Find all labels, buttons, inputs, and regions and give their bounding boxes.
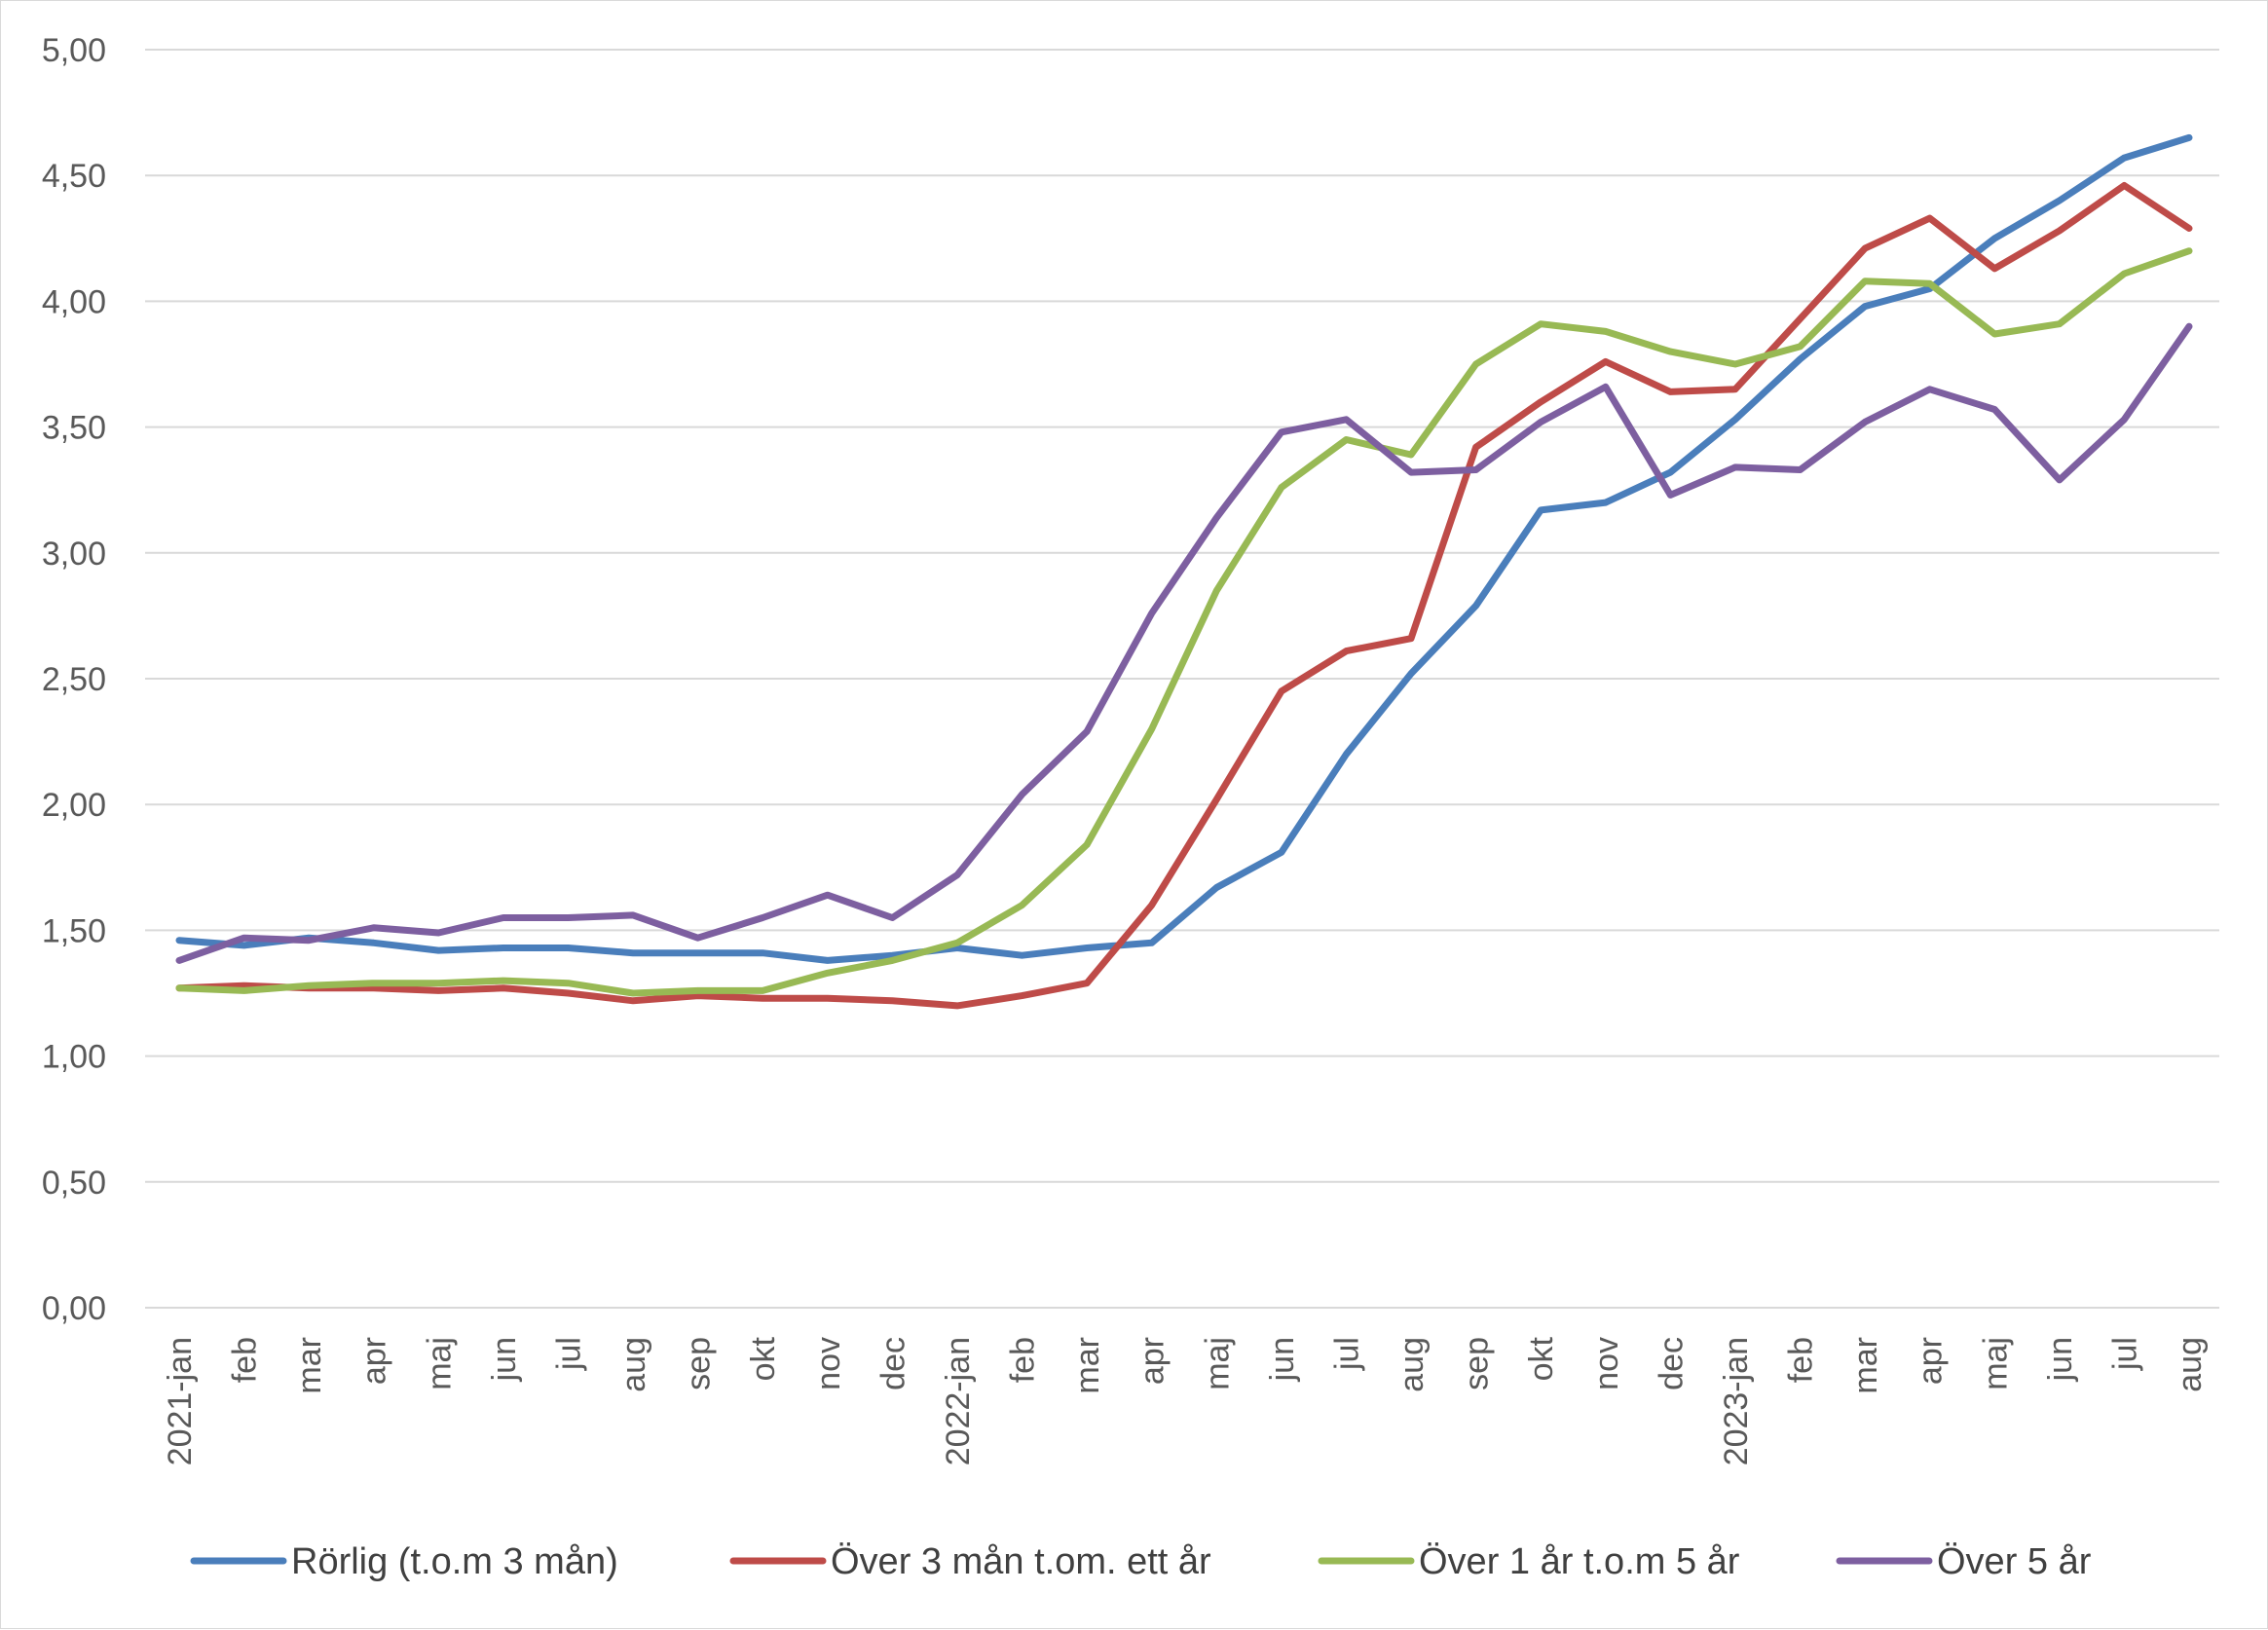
x-tick-label: 2023-jan <box>1718 1337 1755 1465</box>
x-tick-label: mar <box>291 1337 328 1394</box>
x-axis-ticks: 2021-jan feb mar apr maj jun jul aug sep okt nov de… <box>162 1336 2209 1465</box>
x-tick-label: feb <box>1783 1337 1820 1383</box>
x-tick-label: jul <box>1328 1337 1365 1371</box>
legend: Rörlig (t.o.m 3 mån) Över 3 mån t.om. ett… <box>190 1541 2092 1582</box>
gridlines <box>145 49 2219 1309</box>
y-tick-label: 4,00 <box>42 283 106 320</box>
legend-label: Rörlig (t.o.m 3 mån) <box>291 1541 618 1582</box>
x-tick-label: apr <box>1913 1337 1950 1385</box>
x-tick-label: jun <box>1264 1337 1301 1382</box>
x-tick-label: nov <box>810 1337 847 1390</box>
legend-label: Över 1 år t.o.m 5 år <box>1419 1541 1740 1582</box>
x-tick-label: sep <box>681 1337 718 1390</box>
x-tick-label: mar <box>1069 1337 1106 1394</box>
x-tick-label: okt <box>1523 1336 1560 1381</box>
x-tick-label: dec <box>874 1337 911 1390</box>
x-tick-label: maj <box>1977 1337 2014 1390</box>
series-lines <box>175 133 2193 1010</box>
y-tick-label: 0,50 <box>42 1165 106 1202</box>
y-tick-label: 1,00 <box>42 1039 106 1076</box>
y-tick-label: 0,00 <box>42 1290 106 1327</box>
x-tick-label: aug <box>1394 1337 1431 1392</box>
series-line-2 <box>175 182 2193 1010</box>
x-tick-label: maj <box>421 1337 458 1390</box>
x-tick-label: jun <box>486 1337 523 1382</box>
x-tick-label: jul <box>550 1337 587 1371</box>
y-tick-label: 1,50 <box>42 912 106 949</box>
x-tick-label: dec <box>1653 1337 1690 1390</box>
y-tick-label: 3,50 <box>42 410 106 447</box>
x-tick-label: apr <box>356 1337 393 1385</box>
x-tick-label: jun <box>2042 1337 2079 1382</box>
x-tick-label: feb <box>1005 1337 1042 1383</box>
x-tick-label: nov <box>1588 1337 1625 1390</box>
y-tick-label: 3,00 <box>42 536 106 573</box>
x-tick-label: feb <box>227 1337 264 1383</box>
x-tick-label: jul <box>2106 1337 2143 1371</box>
series-line-3 <box>175 247 2193 997</box>
x-tick-label: 2021-jan <box>162 1337 199 1465</box>
series-line-4 <box>175 322 2193 964</box>
y-axis-ticks: 0,00 0,50 1,00 1,50 2,00 2,50 3,00 3,50 4,00 4,50… <box>42 32 106 1327</box>
x-tick-label: aug <box>615 1337 652 1392</box>
x-tick-label: aug <box>2172 1337 2209 1392</box>
x-tick-label: 2022-jan <box>940 1337 977 1465</box>
y-tick-label: 5,00 <box>42 32 106 69</box>
legend-label: Över 3 mån t.om. ett år <box>831 1541 1211 1582</box>
x-tick-label: okt <box>745 1336 782 1381</box>
y-tick-label: 2,50 <box>42 661 106 698</box>
x-tick-label: sep <box>1459 1337 1496 1390</box>
x-tick-label: mar <box>1847 1337 1884 1394</box>
x-tick-label: apr <box>1134 1337 1171 1385</box>
series-line-1 <box>175 133 2193 964</box>
x-tick-label: maj <box>1199 1337 1236 1390</box>
y-tick-label: 2,00 <box>42 787 106 824</box>
y-tick-label: 4,50 <box>42 158 106 195</box>
legend-label: Över 5 år <box>1937 1541 2092 1582</box>
